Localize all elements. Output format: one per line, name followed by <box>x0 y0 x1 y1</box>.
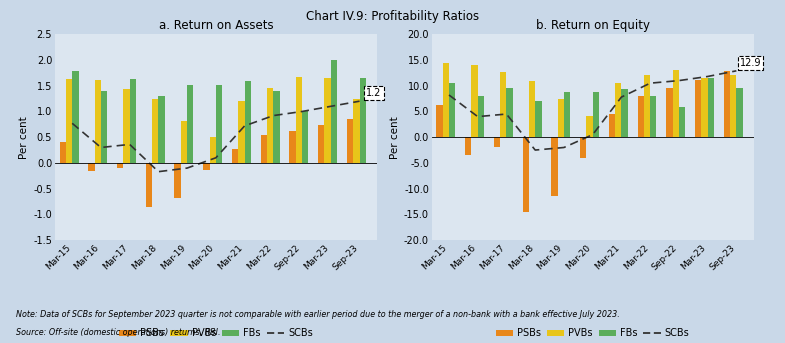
Bar <box>152 99 159 163</box>
Bar <box>88 163 95 171</box>
Text: Source: Off-site (domestic operations) returns, RBI.: Source: Off-site (domestic operations) r… <box>16 328 221 336</box>
Y-axis label: Per cent: Per cent <box>19 116 29 158</box>
Bar <box>506 88 513 137</box>
Bar <box>650 96 656 137</box>
Text: Note: Data of SCBs for September 2023 quarter is not comparable with earlier per: Note: Data of SCBs for September 2023 qu… <box>16 310 619 319</box>
Bar <box>615 83 622 137</box>
Bar <box>267 88 273 163</box>
Bar <box>318 126 324 163</box>
Bar <box>736 88 743 137</box>
Bar <box>523 137 529 212</box>
Bar <box>586 116 593 137</box>
Bar <box>302 111 309 163</box>
Bar <box>557 99 564 137</box>
Bar <box>707 78 714 137</box>
Bar <box>622 89 628 137</box>
Text: 1.2: 1.2 <box>367 88 382 98</box>
Bar <box>146 163 152 206</box>
Bar <box>666 88 673 137</box>
Bar <box>239 101 245 163</box>
Legend: PSBs, PVBs, FBs, SCBs: PSBs, PVBs, FBs, SCBs <box>115 324 316 342</box>
Bar <box>330 60 337 163</box>
Bar <box>273 91 279 163</box>
Bar <box>72 71 78 163</box>
Bar <box>730 75 736 137</box>
Bar <box>535 101 542 137</box>
Bar <box>637 96 644 137</box>
Bar <box>187 85 193 163</box>
Bar <box>324 78 330 163</box>
Bar <box>261 135 267 163</box>
Bar <box>609 114 615 137</box>
Bar <box>203 163 210 170</box>
Bar <box>347 119 353 163</box>
Bar <box>130 79 136 163</box>
Bar <box>216 85 222 163</box>
Bar <box>449 83 455 137</box>
Bar <box>117 163 123 168</box>
Bar <box>701 78 707 137</box>
Bar <box>210 137 216 163</box>
Bar <box>232 149 239 163</box>
Bar <box>353 99 360 163</box>
Bar <box>478 95 484 137</box>
Bar <box>500 72 506 137</box>
Bar <box>472 65 478 137</box>
Bar <box>245 81 251 163</box>
Bar <box>123 90 130 163</box>
Bar <box>465 137 472 155</box>
Bar <box>695 80 701 137</box>
Bar <box>679 107 685 137</box>
Bar <box>494 137 500 147</box>
Y-axis label: Per cent: Per cent <box>390 116 400 158</box>
Text: 12.9: 12.9 <box>740 58 761 68</box>
Legend: PSBs, PVBs, FBs, SCBs: PSBs, PVBs, FBs, SCBs <box>492 324 693 342</box>
Bar <box>159 96 165 163</box>
Bar <box>673 70 679 137</box>
Bar <box>174 163 181 198</box>
Bar <box>436 105 443 137</box>
Bar <box>580 137 586 158</box>
Bar <box>551 137 557 196</box>
Bar <box>529 81 535 137</box>
Title: b. Return on Equity: b. Return on Equity <box>535 19 650 32</box>
Bar <box>724 71 730 137</box>
Bar <box>290 131 296 163</box>
Bar <box>593 92 599 137</box>
Bar <box>564 92 570 137</box>
Bar <box>95 80 101 163</box>
Bar <box>443 62 449 137</box>
Text: Chart IV.9: Profitability Ratios: Chart IV.9: Profitability Ratios <box>306 10 479 23</box>
Title: a. Return on Assets: a. Return on Assets <box>159 19 273 32</box>
Bar <box>360 78 366 163</box>
Bar <box>181 121 187 163</box>
Bar <box>60 142 66 163</box>
Bar <box>296 77 302 163</box>
Bar <box>644 75 650 137</box>
Bar <box>101 92 108 163</box>
Bar <box>66 79 72 163</box>
